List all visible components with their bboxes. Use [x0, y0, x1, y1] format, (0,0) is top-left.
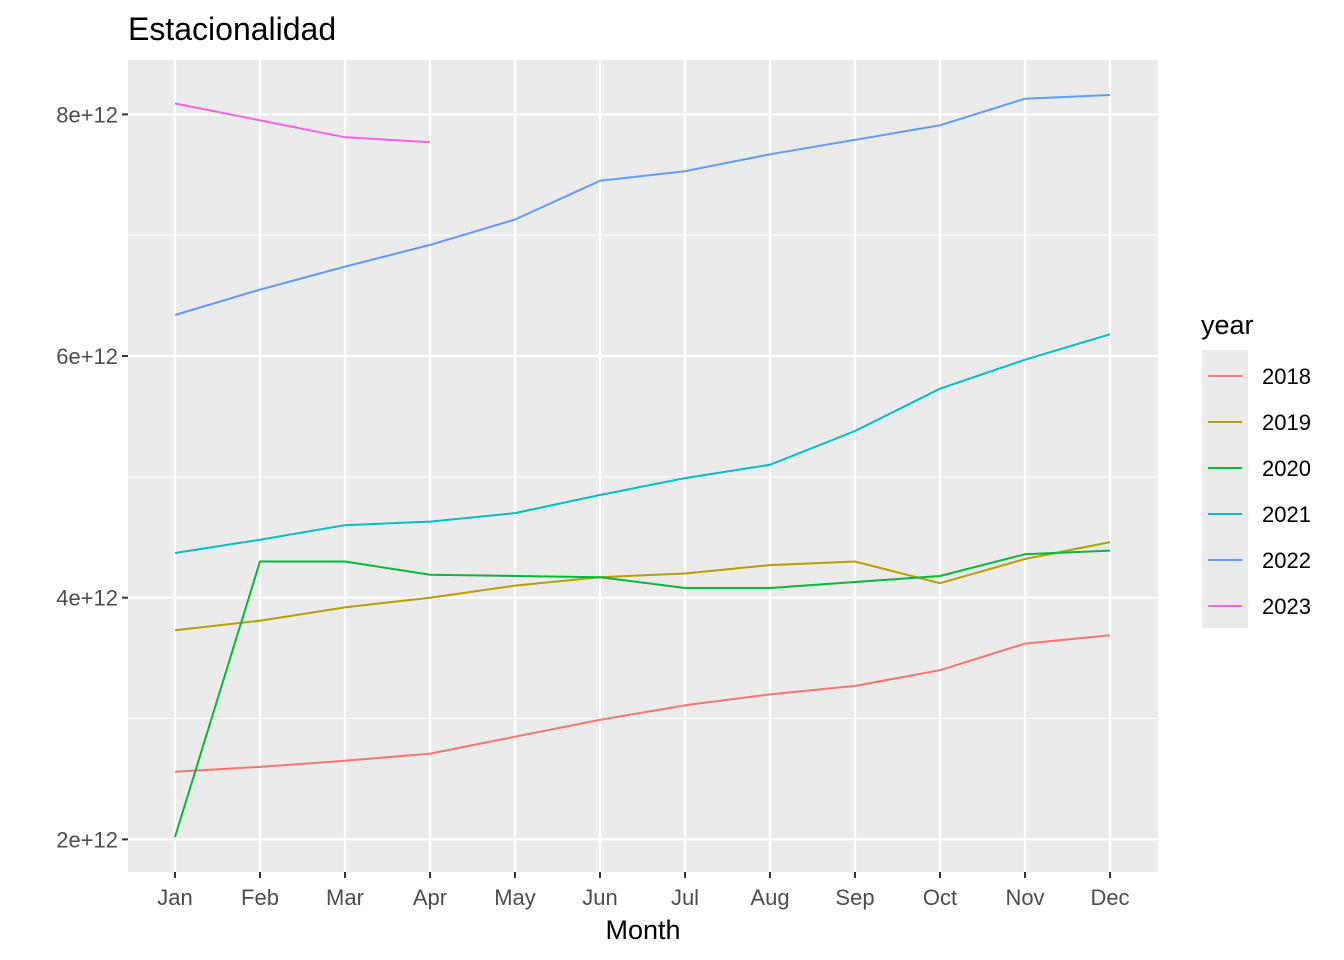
legend-label-2023: 2023: [1262, 594, 1311, 619]
x-tick-label: Sep: [835, 885, 874, 910]
legend-label-2022: 2022: [1262, 548, 1311, 573]
legend-label-2018: 2018: [1262, 364, 1311, 389]
x-tick-label: Aug: [750, 885, 789, 910]
series-line-2021: [174, 333, 1111, 554]
x-tick-label: Jan: [157, 885, 192, 910]
x-tick-label: Jul: [671, 885, 699, 910]
y-tick-label: 4e+12: [56, 586, 118, 611]
x-tick-label: Dec: [1090, 885, 1129, 910]
x-tick-label: Jun: [582, 885, 617, 910]
x-axis: Jan Feb Mar Apr May Jun Jul Aug Sep Oct Nov Dec: [157, 872, 1130, 910]
series-lines: [174, 94, 1111, 838]
series-line-2018: [174, 634, 1111, 773]
x-tick-label: Feb: [241, 885, 279, 910]
series-line-2022: [174, 94, 1111, 316]
plot-panel: [128, 60, 1158, 872]
series-line-2019: [174, 541, 1111, 632]
legend-label-2019: 2019: [1262, 410, 1311, 435]
y-tick-label: 2e+12: [56, 827, 118, 852]
y-tick-label: 6e+12: [56, 344, 118, 369]
x-tick-label: May: [494, 885, 536, 910]
x-tick-label: Apr: [413, 885, 447, 910]
x-axis-title: Month: [605, 915, 680, 945]
y-tick-label: 8e+12: [56, 102, 118, 127]
legend-key-background: [1202, 350, 1248, 628]
x-tick-label: Mar: [326, 885, 364, 910]
chart-title: Estacionalidad: [128, 11, 336, 47]
legend-title: year: [1201, 310, 1254, 340]
series-line-2020: [174, 549, 1111, 838]
legend-label-2021: 2021: [1262, 502, 1311, 527]
legend-label-2020: 2020: [1262, 456, 1311, 481]
series-line-2023: [174, 102, 431, 144]
x-tick-label: Nov: [1005, 885, 1044, 910]
legend: year 2018 2019 2020 2021 2022 2023: [1201, 310, 1311, 628]
x-tick-label: Oct: [923, 885, 957, 910]
y-axis: 2e+12 4e+12 6e+12 8e+12: [56, 102, 128, 852]
grid: [128, 60, 1158, 872]
